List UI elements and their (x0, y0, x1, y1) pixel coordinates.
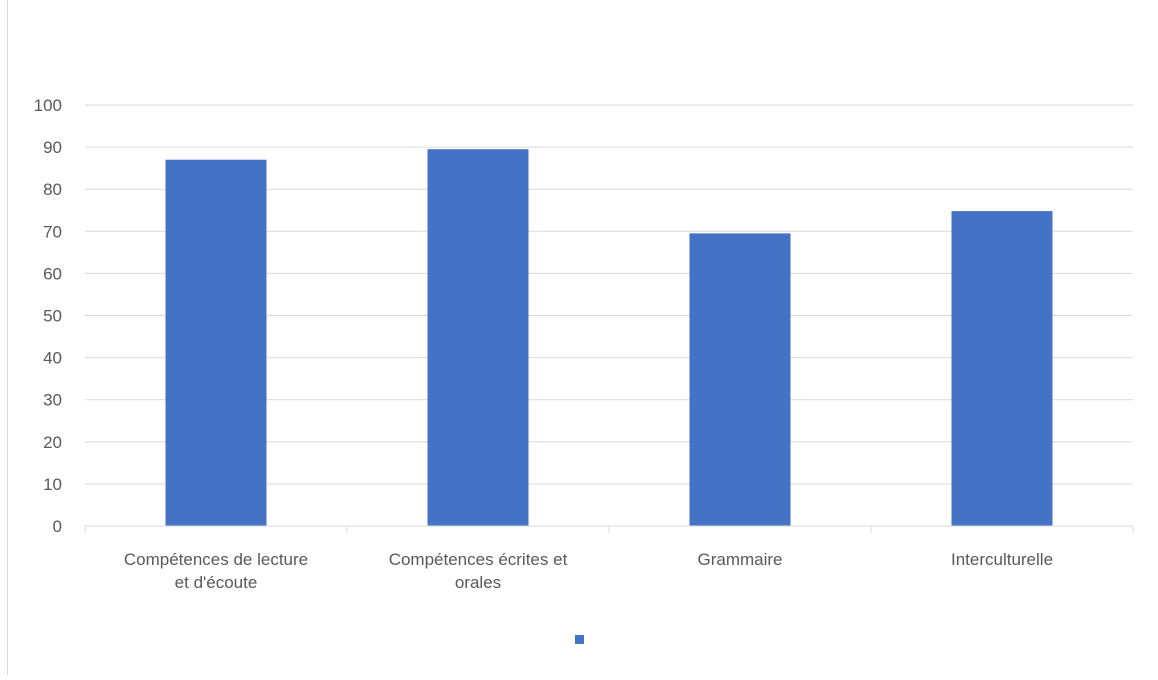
x-tick-label: Interculturelle (951, 550, 1053, 569)
bar (689, 233, 791, 526)
bar (427, 149, 529, 526)
y-tick-label: 0 (53, 517, 62, 536)
y-axis-ticks: 0 10 20 30 40 50 60 70 80 90 100 (34, 96, 62, 536)
bars (165, 149, 1053, 527)
y-tick-label: 80 (43, 180, 62, 199)
x-tick-label: Compétences écrites et (389, 550, 568, 569)
x-tick-label: orales (455, 573, 501, 592)
legend (575, 635, 584, 644)
x-tick-label: Grammaire (697, 550, 782, 569)
y-tick-label: 50 (43, 307, 62, 326)
x-tick-label: Compétences de lecture (124, 550, 308, 569)
chart-frame-edge (7, 0, 8, 675)
legend-marker (575, 635, 584, 644)
x-tick-label: et d'écoute (175, 573, 258, 592)
bar (951, 211, 1053, 527)
y-tick-label: 90 (43, 138, 62, 157)
y-tick-label: 10 (43, 475, 62, 494)
x-axis-labels: Compétences de lecture et d'écoute Compéte… (124, 550, 1053, 592)
y-tick-label: 100 (34, 96, 62, 115)
x-axis (84, 525, 1134, 533)
y-tick-label: 20 (43, 433, 62, 452)
y-tick-label: 60 (43, 264, 62, 283)
y-tick-label: 40 (43, 349, 62, 368)
y-tick-label: 30 (43, 391, 62, 410)
y-tick-label: 70 (43, 222, 62, 241)
bar (165, 159, 267, 527)
